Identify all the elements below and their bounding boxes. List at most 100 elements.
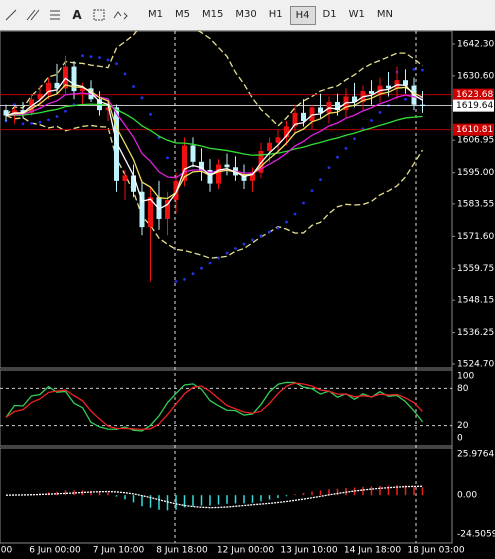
time-label: 12 Jun 00:00 <box>217 546 274 556</box>
candle-body <box>301 112 306 122</box>
candle-body <box>165 199 170 219</box>
sar-dot <box>140 96 144 100</box>
sar-dot <box>55 115 59 118</box>
sar-dot <box>115 62 118 66</box>
y-tick-label: 1606.95 <box>457 136 494 146</box>
sar-dot <box>404 97 407 101</box>
y-tick-label: 1583.55 <box>457 199 494 209</box>
ma-medium <box>5 92 423 179</box>
sar-dot <box>149 112 152 116</box>
ma-slow <box>5 103 423 156</box>
time-label: :00 <box>0 546 13 556</box>
fibo-tool[interactable] <box>46 6 64 24</box>
sar-dot <box>421 68 424 72</box>
candle-body <box>46 82 51 94</box>
sar-dot <box>47 118 50 122</box>
sar-dot <box>183 277 186 281</box>
sar-dot <box>251 238 254 242</box>
y-tick-label: 1559.75 <box>457 264 494 274</box>
candle-body <box>37 93 43 100</box>
bollinger-lower <box>5 114 424 259</box>
sar-dot <box>64 109 67 113</box>
candle-body <box>148 197 153 228</box>
timeframe-button[interactable]: MN <box>376 8 393 20</box>
sar-dot <box>208 261 212 265</box>
price-tag <box>453 88 494 101</box>
candle-body <box>284 126 289 138</box>
sar-dot <box>310 189 314 192</box>
stoch-panel <box>0 369 453 447</box>
candle-body <box>131 175 136 192</box>
macd-tick-label: -24.5059 <box>457 530 495 540</box>
candle-body <box>190 145 196 162</box>
candle-body <box>105 107 111 111</box>
sar-dot <box>353 137 356 141</box>
candle-body <box>156 197 162 219</box>
channel-tool[interactable] <box>24 6 42 24</box>
sar-dot <box>259 234 263 238</box>
time-label: 13 Jun 10:00 <box>280 546 337 556</box>
stoch-tick-label: 80 <box>457 384 469 394</box>
sar-dot <box>200 266 203 270</box>
macd-signal <box>5 485 423 509</box>
stoch-tick-label: 20 <box>457 421 469 431</box>
candle-body <box>318 107 323 113</box>
candle-body <box>241 175 247 181</box>
candle-body <box>352 96 357 102</box>
toolbar: A M1 M5 M15 M30 H1 H4 D1 W1 MN <box>0 0 495 31</box>
macd-tick-label: 25.9764 <box>457 450 494 460</box>
timeframe-button[interactable]: H4 <box>289 5 316 25</box>
sar-dot <box>327 166 331 170</box>
text-tool[interactable]: A <box>72 8 82 22</box>
candle-body <box>386 85 391 89</box>
candle-body <box>309 107 315 122</box>
sar-dot <box>21 122 25 126</box>
sar-dot <box>319 178 322 182</box>
sar-dot <box>370 119 373 122</box>
timeframe-button[interactable]: H1 <box>268 8 283 20</box>
sar-dot <box>174 280 178 283</box>
line-tool[interactable] <box>2 6 20 24</box>
candle-body <box>335 101 340 111</box>
timeframe-button[interactable]: M15 <box>202 8 224 20</box>
time-label: 8 Jun 18:00 <box>156 546 208 556</box>
timeframe-button[interactable]: W1 <box>348 8 365 20</box>
sar-dot <box>81 54 84 58</box>
candle-body <box>267 142 272 151</box>
candle-body <box>139 191 145 228</box>
candle-body <box>207 169 213 184</box>
timeframe-button[interactable]: M5 <box>175 8 190 20</box>
sar-dot <box>217 256 220 260</box>
sar-dot <box>412 67 416 71</box>
price-tag-label: 1623.68 <box>456 90 493 100</box>
timeframes: M1 M5 M15 M30 H1 H4 D1 W1 MN <box>142 5 399 25</box>
arrows-tool[interactable] <box>112 6 130 24</box>
sar-dot <box>285 220 288 224</box>
timeframe-button[interactable]: M1 <box>148 8 163 20</box>
y-tick-label: 1630.60 <box>457 71 494 81</box>
sar-dot <box>106 58 110 62</box>
timeframe-button[interactable]: D1 <box>322 8 337 20</box>
sar-dot <box>98 56 101 60</box>
y-tick-label: 1548.15 <box>457 296 494 306</box>
timeframe-button[interactable]: M30 <box>235 8 257 20</box>
label-tool[interactable] <box>90 6 108 24</box>
candle-body <box>114 107 119 181</box>
stoch-tick-label: 100 <box>457 372 474 382</box>
time-label: 7 Jun 10:00 <box>93 546 145 556</box>
macd-tick-label: 0.00 <box>457 491 477 501</box>
candle-body <box>216 164 221 184</box>
y-tick-label: 1536.25 <box>457 328 494 338</box>
candle-body <box>377 85 383 94</box>
sar-dot <box>276 226 280 230</box>
y-tick-label: 1595.00 <box>457 168 494 178</box>
price-tag <box>453 123 494 136</box>
time-label: 6 Jun 00:00 <box>29 546 81 556</box>
sar-dot <box>293 212 297 216</box>
y-tick-label: 1524.70 <box>457 360 494 370</box>
chart: 1642.30 1630.60 1606.95 1595.00 1583.55 1571.… <box>0 31 495 556</box>
y-tick-label: 1571.60 <box>457 232 494 242</box>
sar-dot <box>132 85 135 88</box>
candle-body <box>3 110 9 116</box>
